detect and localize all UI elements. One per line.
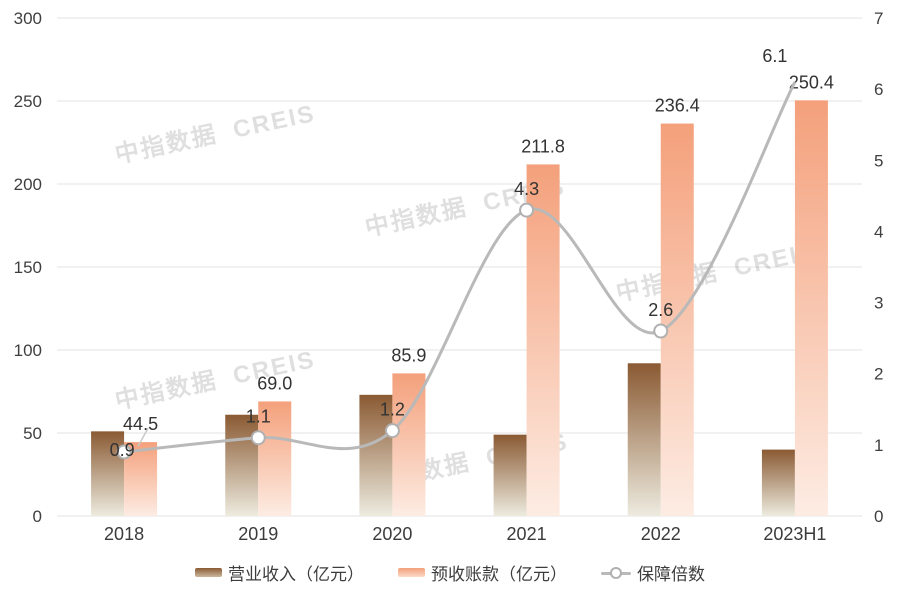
right-axis-tick: 5 (874, 151, 883, 170)
category-label: 2023H1 (763, 524, 826, 544)
ratio-value-label: 1.2 (380, 400, 405, 420)
bar-revenue-2019 (225, 414, 259, 516)
watermark: 中指数据 CREIS (614, 238, 819, 307)
advance-value-label: 250.4 (789, 72, 834, 92)
category-label: 2020 (372, 524, 412, 544)
left-axis-tick: 250 (14, 92, 42, 111)
legend-swatch-icon (195, 568, 222, 577)
line-marker (519, 202, 535, 218)
legend-item-ratio: 保障倍数 (601, 560, 705, 585)
bar-revenue-2020 (359, 394, 393, 516)
right-axis-tick: 0 (874, 507, 883, 526)
ratio-value-label: 2.6 (648, 300, 673, 320)
legend-item-advance: 预收账款（亿元） (398, 560, 567, 585)
right-axis-tick: 4 (874, 222, 883, 241)
advance-value-label: 85.9 (391, 345, 426, 365)
bar-revenue-2021 (493, 434, 527, 516)
legend-label: 预收账款（亿元） (431, 565, 567, 584)
bar-revenue-2018 (91, 431, 125, 516)
bar-advance-2021 (526, 164, 560, 517)
advance-value-label: 236.4 (655, 96, 700, 116)
label-leader-line (137, 427, 149, 447)
bar-advance-2022 (660, 123, 694, 517)
advance-value-label: 44.5 (123, 414, 158, 434)
legend-line-marker-icon (601, 566, 631, 579)
bar-advance-2023H1 (794, 100, 828, 516)
line-marker (116, 444, 132, 460)
right-axis-tick: 2 (874, 365, 883, 384)
ratio-value-label: 6.1 (762, 46, 787, 66)
category-label: 2018 (104, 524, 144, 544)
left-axis-tick: 200 (14, 175, 42, 194)
right-axis-tick: 6 (874, 80, 883, 99)
legend-item-revenue: 营业收入（亿元） (195, 560, 364, 585)
ratio-value-label: 0.9 (110, 440, 135, 460)
left-axis-tick: 0 (33, 507, 42, 526)
category-label: 2019 (238, 524, 278, 544)
advance-value-label: 211.8 (521, 136, 565, 156)
bar-revenue-2023H1 (761, 449, 795, 516)
bar-advance-2020 (392, 373, 426, 516)
line-marker (250, 430, 266, 446)
left-axis-tick: 300 (14, 9, 42, 28)
ratio-value-label: 1.1 (246, 407, 271, 427)
left-axis-tick: 150 (14, 258, 42, 277)
watermark: 中指数据 CREIS (113, 100, 318, 169)
left-axis-tick: 50 (23, 424, 42, 443)
right-axis-tick: 1 (874, 436, 883, 455)
line-marker (384, 423, 400, 439)
bar-revenue-2022 (627, 363, 661, 516)
line-marker (653, 323, 669, 339)
legend-swatch-icon (398, 568, 425, 577)
category-label: 2021 (507, 524, 547, 544)
right-axis-tick: 3 (874, 294, 883, 313)
chart-legend: 营业收入（亿元） 预收账款（亿元） 保障倍数 (0, 560, 900, 585)
right-axis-tick: 7 (874, 9, 883, 28)
bar-advance-2019 (258, 401, 292, 516)
legend-label: 营业收入（亿元） (228, 565, 364, 584)
left-axis-tick: 100 (14, 341, 42, 360)
category-label: 2022 (641, 524, 681, 544)
legend-label: 保障倍数 (637, 565, 705, 584)
advance-value-label: 69.0 (257, 373, 292, 393)
ratio-value-label: 4.3 (514, 179, 539, 199)
